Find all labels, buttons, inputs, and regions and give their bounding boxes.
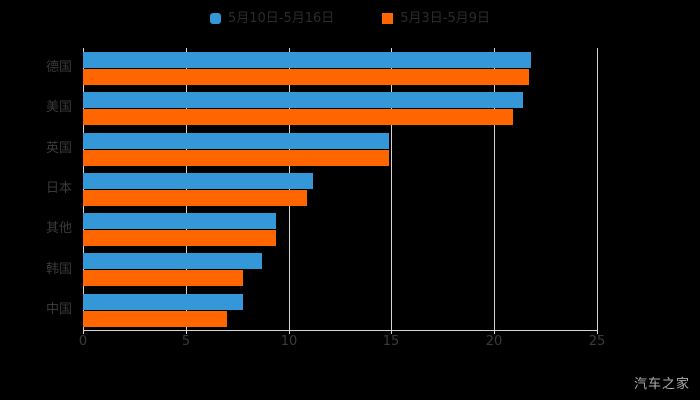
- y-axis-label-0: 德国: [45, 60, 72, 76]
- bar[interactable]: [83, 270, 244, 287]
- bar[interactable]: [83, 230, 277, 247]
- bar[interactable]: [83, 132, 390, 149]
- bar[interactable]: [83, 92, 523, 109]
- watermark: 汽车之家: [633, 377, 690, 392]
- gridline-10: [289, 48, 290, 330]
- y-axis-label-3: 日本: [45, 181, 72, 196]
- x-tick-mark-5: [186, 330, 187, 334]
- bar-group: [83, 48, 597, 88]
- y-axis-label-4: 其他: [45, 221, 72, 237]
- gridline-5: [186, 48, 187, 330]
- bar-group: [83, 169, 597, 209]
- chart-legend: 5月10日-5月16日 5月3日-5月9日: [0, 6, 700, 30]
- x-tick-mark-10: [289, 330, 290, 334]
- legend-swatch-icon-series-0: [209, 12, 221, 24]
- bar[interactable]: [83, 189, 308, 206]
- x-tick-mark-20: [494, 330, 495, 334]
- bar-group: [83, 129, 597, 169]
- bar-group: [83, 290, 597, 330]
- x-tick-mark-25: [597, 330, 598, 334]
- y-axis-category-labels: 德国美国英国日本其他韩国中国: [0, 48, 78, 330]
- legend-item-series-1[interactable]: 5月3日-5月9日: [382, 12, 490, 25]
- y-axis-line: [83, 48, 84, 330]
- y-axis-label-5: 韩国: [45, 261, 72, 277]
- x-axis-line: [83, 330, 598, 331]
- bar-group: [83, 88, 597, 128]
- gridline-15: [391, 48, 392, 330]
- bar-group: [83, 209, 597, 249]
- bar[interactable]: [83, 52, 532, 68]
- bar[interactable]: [83, 109, 513, 126]
- gridline-25: [597, 48, 598, 330]
- bar[interactable]: [83, 310, 227, 327]
- x-tick-label-10: 10: [280, 334, 298, 349]
- legend-item-series-0[interactable]: 5月10日-5月16日: [209, 10, 335, 26]
- bar[interactable]: [83, 293, 244, 310]
- bar[interactable]: [83, 213, 277, 230]
- x-tick-label-0: 0: [78, 334, 88, 349]
- legend-label-series-1: 5月3日-5月9日: [400, 10, 491, 26]
- plot-area: [83, 48, 598, 330]
- gridline-20: [494, 48, 495, 330]
- bar[interactable]: [83, 253, 262, 270]
- x-tick-label-20: 20: [485, 334, 503, 349]
- x-axis-tick-labels: 0 5 10 15 20 25: [0, 330, 700, 356]
- bar[interactable]: [83, 149, 390, 166]
- y-axis-label-1: 美国: [45, 100, 72, 116]
- bars-container: [83, 48, 597, 330]
- legend-label-series-0: 5月10日-5月16日: [227, 10, 335, 26]
- x-tick-mark-0: [83, 330, 84, 334]
- legend-swatch-icon-series-1: [382, 12, 394, 24]
- bar-group: [83, 249, 597, 289]
- y-axis-label-2: 英国: [45, 140, 72, 156]
- y-axis-label-6: 中国: [45, 301, 72, 317]
- x-tick-label-25: 25: [588, 334, 606, 349]
- x-tick-mark-15: [391, 330, 392, 334]
- x-tick-label-5: 5: [181, 334, 191, 349]
- x-tick-label-15: 15: [382, 334, 400, 349]
- bar[interactable]: [83, 69, 530, 85]
- bar[interactable]: [83, 172, 314, 189]
